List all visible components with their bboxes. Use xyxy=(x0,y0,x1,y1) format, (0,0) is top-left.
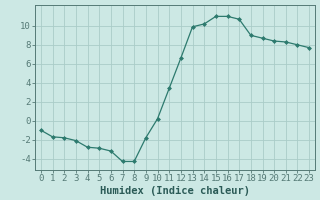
X-axis label: Humidex (Indice chaleur): Humidex (Indice chaleur) xyxy=(100,186,250,196)
